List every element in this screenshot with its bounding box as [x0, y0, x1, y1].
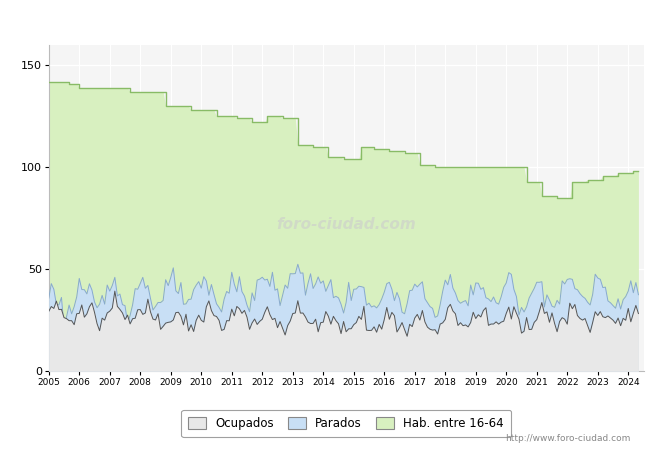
- Text: Muelas de los Caballeros - Evolucion de la poblacion en edad de Trabajar Mayo de: Muelas de los Caballeros - Evolucion de …: [52, 14, 598, 24]
- Legend: Ocupados, Parados, Hab. entre 16-64: Ocupados, Parados, Hab. entre 16-64: [181, 410, 511, 437]
- Text: foro-ciudad.com: foro-ciudad.com: [276, 217, 416, 232]
- Text: http://www.foro-ciudad.com: http://www.foro-ciudad.com: [505, 434, 630, 443]
